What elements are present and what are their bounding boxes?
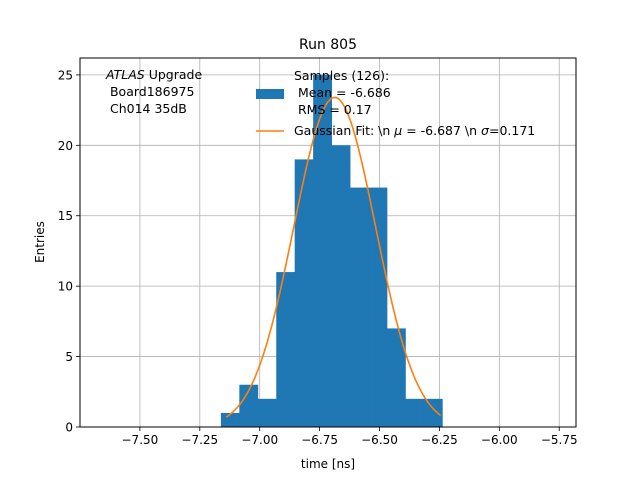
channel-label: Ch014 35dB: [106, 101, 187, 116]
histogram-bar: [368, 187, 388, 427]
legend-hist-line3: RMS = 0.17: [294, 102, 372, 117]
atlas-annotation: ATLAS Upgrade Board186975 Ch014 35dB: [105, 67, 202, 116]
y-tick-label: 0: [65, 421, 73, 435]
histogram-bars: [220, 74, 443, 428]
x-axis-label: time [ns]: [301, 457, 355, 471]
gaussian-fit-line: [225, 96, 442, 418]
legend-fit-prefix: Gaussian Fit: \n: [294, 123, 394, 138]
y-tick-label: 20: [58, 139, 73, 153]
histogram-bar: [313, 74, 332, 428]
x-tick-label: −6.75: [301, 433, 338, 447]
histogram-bar: [257, 398, 277, 427]
legend-fit-sigma-symbol: σ: [481, 123, 490, 138]
legend-hist-line2: Mean = -6.686: [294, 85, 391, 100]
legend-hist-line1: Samples (126):: [294, 68, 389, 83]
y-tick-label: 10: [58, 280, 73, 294]
legend-fit-label: Gaussian Fit: \n μ = -6.687 \n σ=0.171: [294, 123, 535, 138]
y-tick-label: 15: [58, 209, 73, 223]
histogram-bar: [331, 145, 351, 427]
board-label: Board186975: [106, 84, 194, 99]
legend-hist-swatch: [256, 89, 284, 99]
legend-fit-sigma-value: =0.171: [489, 123, 535, 138]
histogram-bar: [405, 398, 425, 427]
histogram-bar: [276, 272, 296, 427]
histogram-bar: [239, 384, 259, 427]
chart-title: Run 805: [299, 37, 357, 53]
x-axis-ticks: −7.50 −7.25 −7.00 −6.75 −6.50 −6.25 −6.00 −5.75: [122, 427, 578, 447]
y-axis-ticks: 0 5 10 15 20 25: [58, 68, 80, 435]
legend-fit-mu-symbol: μ: [393, 123, 402, 138]
atlas-label: ATLAS Upgrade: [105, 67, 202, 82]
plot-frame: [79, 57, 577, 428]
y-tick-label: 5: [65, 350, 73, 364]
gaussian-fit: [225, 96, 442, 418]
histogram-bar: [350, 187, 369, 427]
histogram-bar: [423, 398, 443, 427]
histogram-bar: [220, 412, 240, 427]
legend: Samples (126): Mean = -6.686 RMS = 0.17 …: [256, 68, 535, 138]
x-tick-label: −7.25: [181, 433, 218, 447]
x-tick-label: −7.50: [122, 433, 159, 447]
x-tick-label: −6.25: [421, 433, 458, 447]
y-axis-label: Entries: [33, 221, 47, 263]
legend-fit-mu-value: = -6.687 \n: [402, 123, 481, 138]
histogram-bar: [386, 328, 406, 427]
x-tick-label: −6.00: [481, 433, 518, 447]
x-tick-label: −6.50: [361, 433, 398, 447]
atlas-upgrade: Upgrade: [145, 67, 203, 82]
x-tick-label: −5.75: [541, 433, 578, 447]
y-tick-label: 25: [58, 68, 73, 82]
atlas-name: ATLAS: [105, 67, 145, 82]
histogram-bar: [294, 159, 314, 427]
x-tick-label: −7.00: [241, 433, 278, 447]
